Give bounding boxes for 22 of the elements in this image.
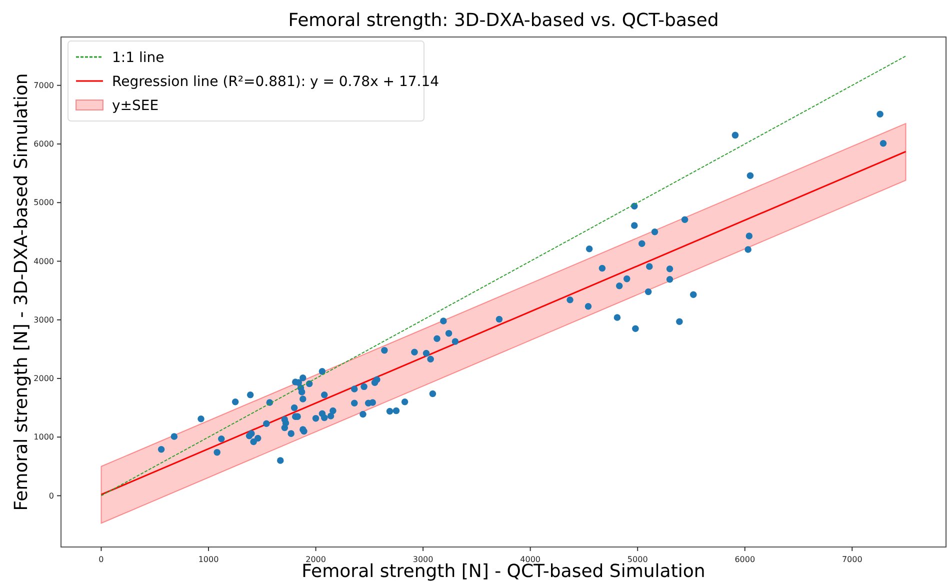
y-tick-label: 7000 bbox=[34, 80, 54, 90]
y-tick-label: 4000 bbox=[34, 256, 54, 266]
x-tick-label: 4000 bbox=[520, 555, 540, 564]
x-tick-label: 5000 bbox=[627, 555, 648, 564]
y-tick-label: 0 bbox=[48, 491, 54, 500]
y-axis-title: Femoral strength [N] - 3D-DXA-based Simulation bbox=[11, 73, 32, 511]
y-tick-label: 2000 bbox=[34, 374, 54, 384]
x-tick-label: 0 bbox=[98, 555, 104, 564]
x-tick-label: 7000 bbox=[842, 555, 862, 564]
legend-label: Regression line (R²=0.881): y = 0.78x + 17.14 bbox=[112, 74, 440, 90]
x-tick-label: 3000 bbox=[412, 555, 434, 564]
x-tick-label: 6000 bbox=[734, 555, 756, 564]
chart-title: Femoral strength: 3D-DXA-based vs. QCT-based bbox=[288, 10, 719, 31]
x-tick-label: 1000 bbox=[198, 555, 219, 564]
y-tick-label: 6000 bbox=[34, 140, 54, 149]
x-axis-title: Femoral strength [N] - QCT-based Simulation bbox=[302, 561, 706, 582]
legend-label: 1:1 line bbox=[112, 50, 164, 66]
x-tick-label: 2000 bbox=[306, 555, 326, 564]
y-tick-label: 3000 bbox=[34, 315, 54, 324]
annotation: y±SEE bbox=[112, 98, 159, 114]
y-tick-label: 5000 bbox=[34, 198, 54, 208]
y-tick-label: 1000 bbox=[34, 432, 54, 442]
